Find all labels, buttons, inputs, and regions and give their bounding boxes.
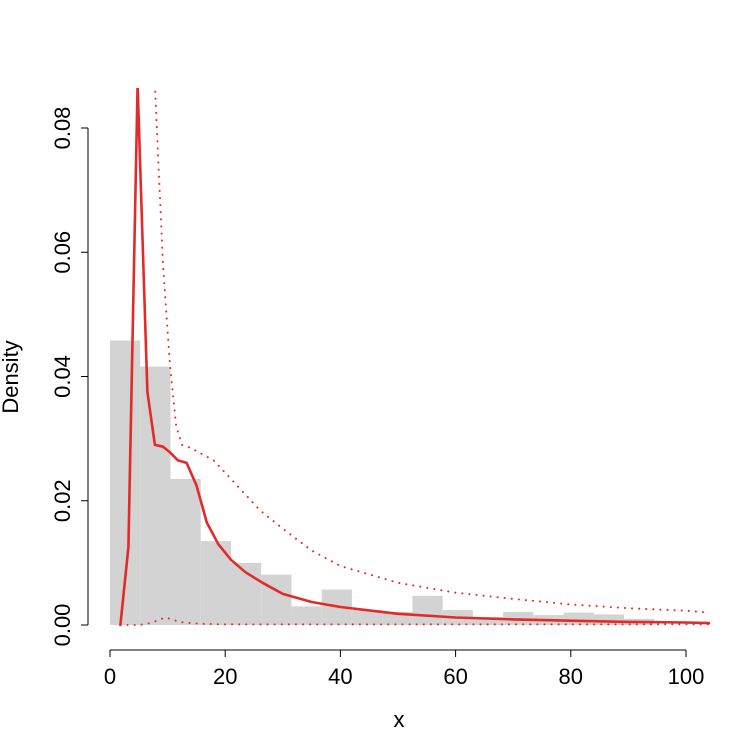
histogram-bar bbox=[261, 574, 292, 625]
x-tick-label: 20 bbox=[213, 664, 237, 689]
density-curve-line bbox=[119, 88, 711, 627]
y-tick-label: 0.00 bbox=[50, 604, 75, 647]
envelope-dotted-line-1 bbox=[154, 88, 710, 614]
histogram-bar bbox=[563, 612, 594, 625]
y-tick-label: 0.08 bbox=[50, 107, 75, 150]
y-axis-ticks: 0.00 0.02 0.04 0.06 0.08 bbox=[50, 107, 88, 647]
histogram-bar bbox=[170, 479, 201, 625]
axes: 0 20 40 60 80 100 0.00 0.02 0.04 0.06 0.08 bbox=[50, 107, 704, 689]
x-tick-label: 0 bbox=[104, 664, 116, 689]
envelope-dotted-line-2 bbox=[119, 616, 710, 626]
histogram-bar bbox=[140, 366, 171, 625]
x-tick-label: 80 bbox=[559, 664, 583, 689]
x-axis-title: x bbox=[394, 707, 405, 732]
y-tick-label: 0.04 bbox=[50, 355, 75, 398]
histogram-bar bbox=[291, 606, 322, 625]
x-tick-label: 40 bbox=[328, 664, 352, 689]
histogram-bar bbox=[351, 610, 383, 625]
y-axis-title: Density bbox=[0, 340, 23, 413]
x-tick-label: 60 bbox=[443, 664, 467, 689]
y-tick-label: 0.02 bbox=[50, 479, 75, 522]
histogram-bars bbox=[110, 340, 655, 625]
density-lines bbox=[119, 88, 711, 627]
x-axis-ticks: 0 20 40 60 80 100 bbox=[104, 650, 704, 689]
y-tick-label: 0.06 bbox=[50, 231, 75, 274]
histogram-bar bbox=[472, 616, 504, 625]
x-tick-label: 100 bbox=[668, 664, 705, 689]
histogram-bar bbox=[412, 595, 443, 625]
histogram-bar bbox=[593, 614, 625, 625]
